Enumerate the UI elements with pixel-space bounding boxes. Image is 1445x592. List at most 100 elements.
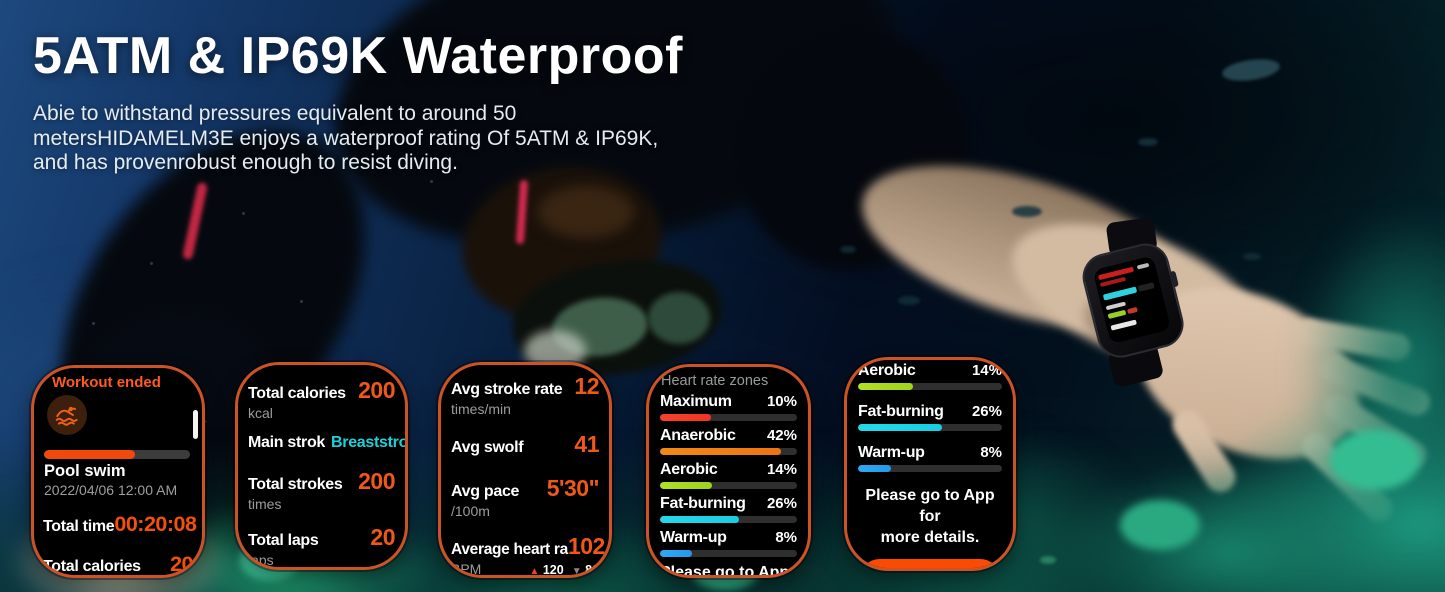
workout-ended-title: Workout ended xyxy=(52,374,161,391)
zone-percent: 42% xyxy=(766,427,797,444)
subtitle-line: Abie to withstand pressures equivalent t… xyxy=(33,102,517,125)
subtitle-line: and has provenrobust enough to resist di… xyxy=(33,151,458,174)
dive-mask-glass xyxy=(648,292,710,344)
zone-row-anaerobic: Anaerobic 42% xyxy=(660,427,797,455)
zone-row-warm-up: Warm-up 8% xyxy=(660,529,797,557)
zone-percent: 26% xyxy=(766,495,797,512)
coral-blob xyxy=(1120,500,1200,550)
avg-pace-row: Avg pace 5'30" /100m xyxy=(451,475,600,520)
zone-bar-track xyxy=(660,482,797,489)
zone-bar-fill xyxy=(660,516,740,523)
metric-value: 41 xyxy=(574,431,599,457)
scrollbar-thumb[interactable] xyxy=(193,410,198,439)
metric-value: 5'30" xyxy=(546,475,600,501)
diver-hair-highlight xyxy=(538,186,634,238)
workout-datetime: 2022/04/06 12:00 AM xyxy=(44,482,178,498)
bubble xyxy=(300,300,303,303)
note-line: Please go to App for xyxy=(865,487,995,525)
metric-label: Total strokes xyxy=(248,476,343,493)
hero-section: 5ATM & IP69K Waterproof Abie to withstan… xyxy=(33,26,683,176)
fish-icon xyxy=(1243,253,1261,260)
metric-unit: laps xyxy=(248,552,274,568)
zone-bar-track xyxy=(660,550,797,557)
ok-button[interactable]: OK xyxy=(860,559,1000,568)
zone-name: Warm-up xyxy=(660,529,727,546)
zone-bar-track xyxy=(660,516,797,523)
metric-value: 00:20:08 xyxy=(114,512,197,536)
watch-screen-workout-ended: Workout ended Pool swim 2022/04/06 12:00… xyxy=(31,365,205,578)
metric-unit: kcal xyxy=(248,405,273,421)
metric-label: Total laps xyxy=(248,532,319,549)
zone-bar-track xyxy=(858,465,1002,472)
max-heart-rate: 120 xyxy=(542,563,564,577)
metric-value: 200 xyxy=(358,468,395,494)
zone-name: Maximum xyxy=(660,393,732,410)
zone-name: Warm-up xyxy=(858,444,925,461)
swimmer-icon xyxy=(55,406,78,426)
metric-value: Breaststro xyxy=(331,434,408,451)
fish-icon xyxy=(1040,556,1056,564)
bubble xyxy=(242,212,245,215)
workout-progress-fill xyxy=(44,450,135,459)
metric-label: Avg stroke rate xyxy=(451,381,563,398)
total-calories-row: Total calories 200 kcal xyxy=(248,377,395,422)
arrow-down-icon: ▼ xyxy=(571,566,582,577)
metric-value: 102 xyxy=(567,533,605,559)
arrow-up-icon: ▲ xyxy=(529,566,540,577)
bubble xyxy=(92,322,95,325)
fish-icon xyxy=(898,296,920,305)
metric-unit: times/min xyxy=(451,401,511,417)
bubble xyxy=(430,180,433,183)
zone-percent: 8% xyxy=(980,444,1002,461)
total-strokes-row: Total strokes 200 times xyxy=(248,468,395,513)
zone-bar-track xyxy=(858,424,1002,431)
fish-icon xyxy=(1138,138,1158,146)
metric-label: Total calories xyxy=(248,385,346,402)
zone-row-fat-burning: Fat-burning 26% xyxy=(858,403,1002,431)
zone-bar-fill xyxy=(660,448,781,455)
zone-bar-track xyxy=(660,414,797,421)
zone-percent: 8% xyxy=(775,529,797,546)
hero-subtitle: Abie to withstand pressures equivalent t… xyxy=(33,102,683,176)
metric-value: 20 xyxy=(370,524,395,550)
zone-percent: 14% xyxy=(971,362,1002,379)
subtitle-line: metersHIDAMELM3E enjoys a waterproof rat… xyxy=(33,126,659,150)
bubble xyxy=(204,420,207,423)
zone-row-warm-up: Warm-up 8% xyxy=(858,444,1002,472)
zone-row-aerobic: Aerobic 14% xyxy=(660,461,797,489)
total-time-row: Total time 00:20:08 xyxy=(43,512,197,537)
metric-unit: /100m xyxy=(451,503,490,519)
zone-bar-fill xyxy=(660,482,713,489)
zone-row-fat-burning: Fat-burning 26% xyxy=(660,495,797,523)
zone-percent: 14% xyxy=(766,461,797,478)
metric-label: Total time xyxy=(43,518,115,535)
zone-name: Aerobic xyxy=(660,461,718,478)
metric-label: Total calories xyxy=(43,558,141,575)
watch-screen-heart-rate-zones: Heart rate zones Maximum 10% Anaerobic 4… xyxy=(646,364,811,578)
metric-label: Main strok xyxy=(248,434,326,451)
avg-stroke-rate-row: Avg stroke rate 12 times/min xyxy=(451,373,599,418)
metric-label: Avg pace xyxy=(451,483,520,500)
metric-unit: times xyxy=(248,496,282,512)
zone-name: Anaerobic xyxy=(660,427,736,444)
zone-bar-fill xyxy=(858,383,913,390)
zone-percent: 26% xyxy=(971,403,1002,420)
zone-name: Fat-burning xyxy=(660,495,746,512)
note-line: more details. xyxy=(880,529,980,546)
zone-row-maximum: Maximum 10% xyxy=(660,393,797,421)
avg-swolf-row: Avg swolf 41 xyxy=(451,431,599,458)
zone-percent: 10% xyxy=(766,393,797,410)
zone-name: Fat-burning xyxy=(858,403,944,420)
zone-bar-track xyxy=(858,383,1002,390)
metric-label: Avg swolf xyxy=(451,439,524,456)
total-calories-row: Total calories 20 xyxy=(43,552,193,575)
fish-icon xyxy=(1012,206,1042,217)
swimming-activity-badge xyxy=(47,395,87,435)
watch-screen-zones-continued: Aerobic 14% Fat-burning 26% Warm-up 8% xyxy=(844,357,1016,571)
zone-row-aerobic: Aerobic 14% xyxy=(858,362,1002,390)
workout-progress-track xyxy=(44,450,190,459)
zone-name: Aerobic xyxy=(858,362,916,379)
zone-bar-track xyxy=(660,448,797,455)
zone-bar-fill xyxy=(660,550,692,557)
